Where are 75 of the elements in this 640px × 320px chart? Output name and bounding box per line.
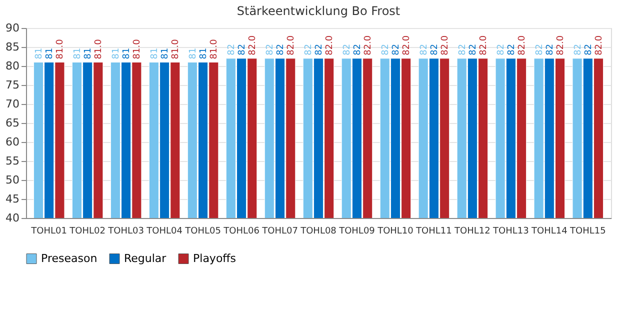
- data-label: 81: [160, 48, 171, 60]
- chart-title: Stärkeentwicklung Bo Frost: [236, 4, 400, 18]
- data-label: 82.0: [364, 35, 374, 56]
- data-label: 81: [34, 48, 44, 60]
- legend-label: Playoffs: [193, 252, 236, 265]
- data-label: 82: [304, 44, 314, 56]
- data-label: 82: [314, 44, 324, 56]
- x-tick-label: TOHL09: [338, 226, 376, 236]
- data-label: 82: [584, 44, 594, 56]
- legend-label: Preseason: [41, 252, 98, 265]
- data-label: 81: [122, 48, 132, 60]
- x-tick-label: TOHL07: [261, 226, 298, 236]
- x-tick-label: TOHL08: [300, 226, 337, 236]
- data-label: 81.0: [94, 38, 104, 60]
- data-label: 81: [150, 48, 160, 60]
- data-label: 81.0: [171, 38, 182, 60]
- data-label: 82: [342, 44, 352, 56]
- x-tick-label: TOHL11: [415, 226, 452, 236]
- data-label: 82.0: [440, 35, 451, 56]
- data-label: 82: [391, 44, 402, 56]
- y-tick-label: 70: [6, 98, 20, 110]
- data-label: 81.0: [210, 38, 220, 60]
- data-label: 82: [468, 44, 478, 56]
- data-label: 82: [226, 44, 237, 56]
- data-label: 82: [534, 44, 545, 56]
- x-tick-label: TOHL10: [376, 226, 414, 236]
- x-tick-label: TOHL01: [30, 226, 68, 236]
- y-tick-label: 90: [6, 22, 20, 34]
- data-label: 82.0: [402, 35, 412, 56]
- data-label: 82: [352, 44, 363, 56]
- data-label: 81: [111, 48, 122, 60]
- data-label: 82.0: [325, 35, 336, 56]
- x-tick-label: TOHL12: [454, 226, 490, 236]
- data-label: 82: [276, 44, 286, 56]
- legend-label: Regular: [124, 252, 167, 265]
- data-label: 82.0: [556, 35, 566, 56]
- data-label: 82.0: [248, 35, 258, 56]
- data-label: 81: [199, 48, 210, 60]
- data-label: 82.0: [518, 35, 528, 56]
- data-label: 81: [188, 48, 198, 60]
- data-label: 82.0: [594, 35, 605, 56]
- x-tick-label: TOHL04: [146, 226, 183, 236]
- y-tick-label: 65: [6, 116, 20, 130]
- x-tick-label: TOHL15: [568, 226, 606, 236]
- x-tick-label: TOHL14: [530, 226, 568, 236]
- data-label: 81: [45, 48, 56, 60]
- y-tick-label: 60: [6, 136, 20, 148]
- data-label: 82: [265, 44, 276, 56]
- x-tick-label: TOHL05: [184, 226, 221, 236]
- y-tick-label: 50: [6, 174, 20, 186]
- x-tick-label: TOHL13: [492, 226, 529, 236]
- data-label: 82: [506, 44, 517, 56]
- data-label: 81.0: [56, 38, 66, 60]
- y-tick-label: 85: [6, 40, 20, 54]
- y-tick-label: 45: [6, 192, 20, 206]
- x-tick-label: TOHL06: [222, 226, 260, 236]
- data-label: 82: [573, 44, 584, 56]
- data-label: 81: [84, 48, 94, 60]
- data-label: 82: [380, 44, 391, 56]
- y-tick-label: 75: [6, 78, 20, 92]
- x-tick-label: TOHL02: [68, 226, 106, 236]
- y-tick-label: 80: [6, 60, 20, 72]
- data-label: 81.0: [132, 38, 143, 60]
- data-label: 82: [419, 44, 430, 56]
- data-label: 82: [238, 44, 248, 56]
- data-label: 82: [545, 44, 556, 56]
- y-tick-label: 55: [6, 154, 20, 168]
- data-label: 82: [430, 44, 440, 56]
- y-tick-label: 40: [6, 212, 20, 224]
- data-label: 81: [72, 48, 83, 60]
- data-label: 82: [496, 44, 506, 56]
- data-label: 82.0: [286, 35, 297, 56]
- data-label: 82.0: [479, 35, 490, 56]
- x-tick-label: TOHL03: [107, 226, 144, 236]
- data-label: 82: [458, 44, 468, 56]
